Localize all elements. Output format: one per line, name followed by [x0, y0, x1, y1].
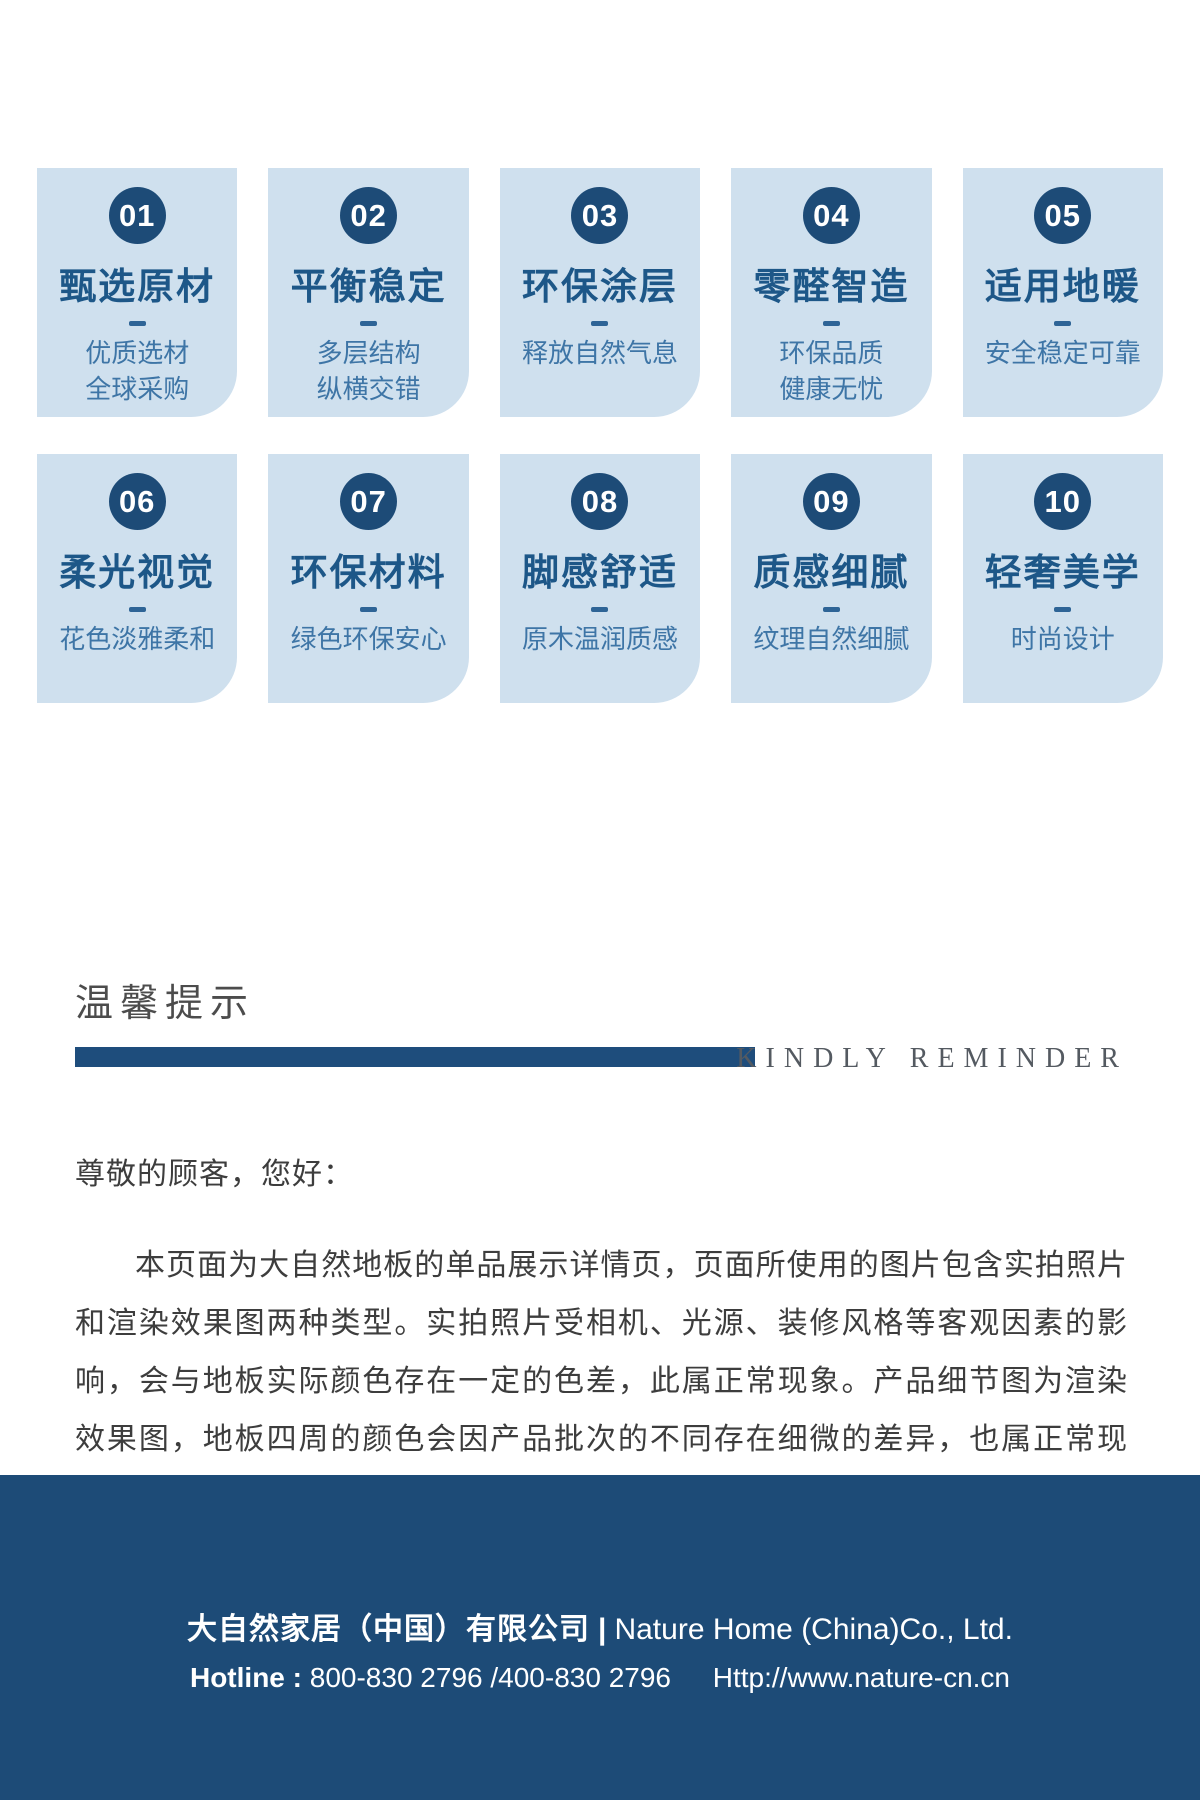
feature-card-02: 02 平衡稳定 多层结构 纵横交错	[268, 168, 469, 417]
feature-subtitle: 花色淡雅柔和	[59, 621, 215, 657]
feature-subtitle: 优质选材 全球采购	[85, 335, 189, 407]
feature-subtitle: 时尚设计	[1011, 621, 1115, 657]
dash-divider	[360, 321, 378, 326]
feature-title: 适用地暖	[984, 266, 1141, 307]
feature-subtitle-line: 花色淡雅柔和	[59, 624, 216, 654]
number-badge: 05	[1034, 187, 1092, 244]
dash-divider	[1054, 607, 1072, 612]
reminder-heading-en: KINDLY REMINDER	[736, 1042, 1128, 1074]
website-url: Http://www.nature-cn.cn	[712, 1662, 1010, 1693]
number-badge: 09	[802, 473, 860, 530]
separator: |	[598, 1613, 607, 1646]
dash-divider	[591, 321, 609, 326]
feature-subtitle: 释放自然气息	[522, 335, 678, 371]
feature-card-06: 06 柔光视觉 花色淡雅柔和	[37, 454, 238, 703]
dash-divider	[128, 607, 146, 612]
reminder-heading: 温馨提示	[75, 983, 256, 1025]
feature-title: 脚感舒适	[521, 552, 678, 593]
feature-subtitle: 原木温润质感	[522, 621, 678, 657]
kindly-reminder-section: 温馨提示 KINDLY REMINDER 尊敬的顾客，您好： 本页面为大自然地板…	[75, 982, 1128, 1527]
feature-title: 质感细腻	[753, 552, 910, 593]
number-badge: 07	[340, 473, 398, 530]
feature-card-08: 08 脚感舒适 原木温润质感	[499, 454, 701, 703]
dash-divider	[360, 607, 378, 612]
feature-title: 柔光视觉	[59, 552, 216, 593]
number-badge: 01	[108, 187, 166, 244]
hotline-line: Hotline : 800-830 2796 /400-830 2796 Htt…	[0, 1659, 1200, 1697]
feature-subtitle-line: 全球采购	[85, 374, 190, 404]
number-badge: 06	[108, 473, 166, 530]
feature-cards-grid: 01 甄选原材 优质选材 全球采购 02 平衡稳定 多层结构 纵横交错 03 环…	[37, 168, 1163, 703]
feature-subtitle: 绿色环保安心	[291, 621, 447, 657]
feature-card-09: 09 质感细腻 纹理自然细腻	[731, 454, 932, 703]
dash-divider	[822, 607, 840, 612]
number-badge: 04	[802, 187, 860, 244]
feature-title: 甄选原材	[59, 266, 216, 307]
feature-title: 环保材料	[290, 552, 447, 593]
dash-divider	[128, 321, 146, 326]
number-badge: 10	[1034, 473, 1092, 530]
hotline-numbers: 800-830 2796 /400-830 2796	[309, 1662, 671, 1693]
feature-card-07: 07 环保材料 绿色环保安心	[268, 454, 469, 703]
feature-subtitle-line: 原木温润质感	[521, 624, 678, 654]
feature-subtitle-line: 多层结构	[316, 338, 421, 368]
feature-title: 平衡稳定	[290, 266, 447, 307]
feature-subtitle-line: 优质选材	[85, 338, 190, 368]
dash-divider	[822, 321, 840, 326]
number-badge: 03	[571, 187, 629, 244]
company-name-cn: 大自然家居（中国）有限公司	[187, 1613, 591, 1646]
feature-subtitle-line: 释放自然气息	[521, 338, 678, 368]
feature-card-05: 05 适用地暖 安全稳定可靠	[962, 168, 1163, 417]
feature-subtitle-line: 绿色环保安心	[290, 624, 447, 654]
company-name-line: 大自然家居（中国）有限公司 | Nature Home (China)Co., Lt…	[0, 1610, 1200, 1650]
divider-bar	[75, 1046, 755, 1067]
feature-title: 轻奢美学	[984, 552, 1141, 593]
feature-card-03: 03 环保涂层 释放自然气息	[499, 168, 701, 417]
feature-title: 零醛智造	[753, 266, 910, 307]
dash-divider	[1054, 321, 1072, 326]
feature-card-10: 10 轻奢美学 时尚设计	[962, 454, 1163, 703]
feature-subtitle: 安全稳定可靠	[985, 335, 1141, 371]
greeting-text: 尊敬的顾客，您好：	[75, 1157, 354, 1191]
hotline-label: Hotline :	[189, 1662, 302, 1693]
number-badge: 08	[571, 473, 629, 530]
feature-subtitle: 多层结构 纵横交错	[317, 335, 421, 407]
feature-subtitle-line: 健康无忧	[779, 374, 884, 404]
feature-subtitle-line: 时尚设计	[1010, 624, 1115, 654]
feature-subtitle-line: 环保品质	[779, 338, 884, 368]
feature-title: 环保涂层	[521, 266, 678, 307]
dash-divider	[591, 607, 609, 612]
feature-subtitle: 纹理自然细腻	[753, 621, 909, 657]
feature-subtitle-line: 纹理自然细腻	[753, 624, 910, 654]
feature-card-04: 04 零醛智造 环保品质 健康无忧	[731, 168, 932, 417]
feature-subtitle-line: 纵横交错	[316, 374, 421, 404]
feature-subtitle-line: 安全稳定可靠	[984, 338, 1141, 368]
feature-card-01: 01 甄选原材 优质选材 全球采购	[37, 168, 238, 417]
footer: 大自然家居（中国）有限公司 | Nature Home (China)Co., Lt…	[0, 1475, 1200, 1800]
reminder-heading-row: KINDLY REMINDER	[75, 1043, 1128, 1074]
feature-subtitle: 环保品质 健康无忧	[779, 335, 883, 407]
number-badge: 02	[340, 187, 398, 244]
company-name-en: Nature Home (China)Co., Ltd.	[614, 1613, 1013, 1646]
